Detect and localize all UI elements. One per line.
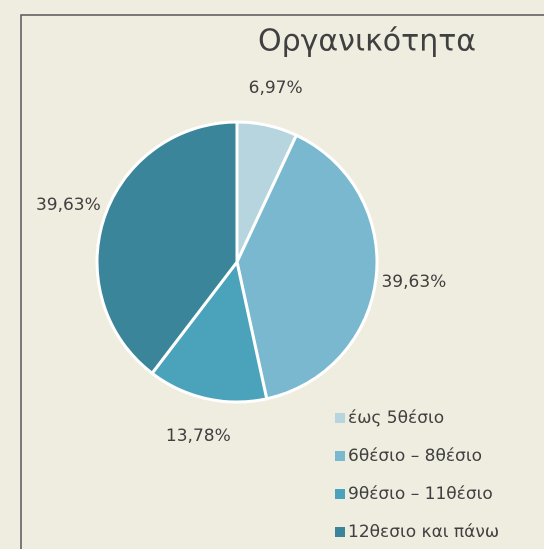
legend-label: 9θέσιο – 11θέσιο [348, 484, 493, 504]
legend-swatch [335, 489, 345, 499]
chart-title: Οργανικότητα [258, 24, 476, 59]
legend-swatch [335, 413, 345, 423]
data-label: 6,97% [249, 78, 303, 98]
legend-label: έως 5θέσιο [348, 408, 444, 428]
legend-label: 6θέσιο – 8θέσιο [348, 446, 482, 466]
pie-slice [149, 258, 269, 404]
legend-swatch [335, 527, 345, 537]
pie-slice [95, 120, 239, 376]
legend-label: 12θεσιο και πάνω [348, 522, 499, 542]
pie-slice [235, 133, 379, 401]
data-label: 39,63% [381, 272, 446, 292]
legend-swatch [335, 451, 345, 461]
data-label: 13,78% [166, 426, 231, 446]
data-label: 39,63% [36, 195, 101, 215]
frame [20, 14, 544, 549]
